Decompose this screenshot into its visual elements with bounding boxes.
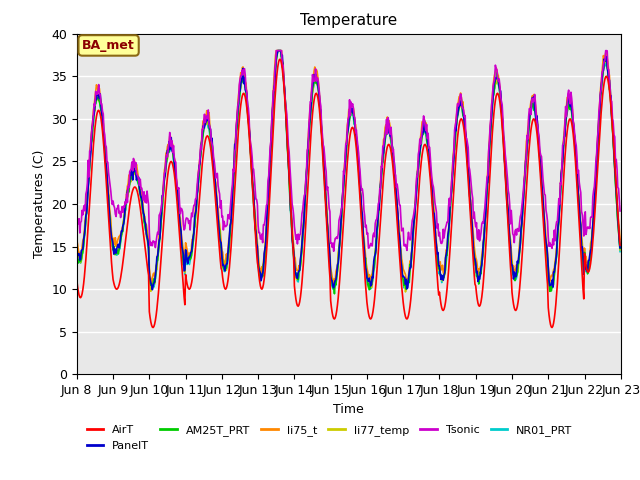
AM25T_PRT	[73, 248, 81, 254]
li75_t	[195, 168, 202, 174]
PanelT	[139, 202, 147, 208]
AM25T_PRT	[223, 265, 230, 271]
Tsonic	[273, 48, 280, 54]
li77_temp	[139, 208, 147, 214]
PanelT	[83, 210, 90, 216]
Line: li75_t: li75_t	[77, 51, 620, 286]
Tsonic	[139, 191, 147, 196]
Tsonic	[73, 217, 81, 223]
li77_temp	[194, 185, 202, 191]
Text: BA_met: BA_met	[83, 39, 135, 52]
li77_temp	[73, 251, 81, 256]
Title: Temperature: Temperature	[300, 13, 397, 28]
PanelT	[416, 148, 424, 154]
li77_temp	[223, 267, 230, 273]
li77_temp	[83, 205, 90, 211]
Line: PanelT: PanelT	[77, 51, 620, 290]
li75_t	[83, 196, 90, 202]
Y-axis label: Temperatures (C): Temperatures (C)	[33, 150, 45, 258]
PanelT	[274, 48, 282, 54]
li75_t	[73, 238, 81, 243]
AM25T_PRT	[194, 181, 202, 187]
li77_temp	[416, 146, 424, 152]
PanelT	[148, 287, 156, 293]
AirT	[139, 223, 147, 229]
NR01_PRT	[223, 266, 230, 272]
AirT	[432, 253, 440, 259]
AirT	[223, 282, 231, 288]
li75_t	[273, 48, 280, 54]
AM25T_PRT	[616, 245, 624, 251]
NR01_PRT	[329, 286, 337, 292]
AirT	[416, 174, 424, 180]
AM25T_PRT	[83, 211, 90, 216]
li75_t	[223, 255, 231, 261]
PanelT	[195, 173, 202, 179]
li75_t	[616, 237, 624, 242]
AM25T_PRT	[139, 207, 147, 213]
PanelT	[432, 236, 440, 241]
NR01_PRT	[73, 251, 81, 257]
AM25T_PRT	[331, 291, 339, 297]
NR01_PRT	[274, 48, 282, 54]
Tsonic	[416, 136, 424, 142]
li75_t	[432, 231, 440, 237]
AM25T_PRT	[274, 48, 282, 54]
Tsonic	[223, 223, 230, 229]
li75_t	[148, 283, 156, 288]
NR01_PRT	[194, 188, 202, 193]
AirT	[149, 324, 157, 330]
li77_temp	[273, 48, 281, 54]
NR01_PRT	[416, 152, 424, 157]
PanelT	[73, 244, 81, 250]
li75_t	[139, 196, 147, 202]
NR01_PRT	[139, 206, 147, 212]
li77_temp	[432, 234, 440, 240]
AirT	[83, 246, 90, 252]
Tsonic	[194, 176, 202, 181]
Tsonic	[83, 188, 90, 194]
li77_temp	[616, 247, 624, 252]
Line: NR01_PRT: NR01_PRT	[77, 51, 620, 289]
Tsonic	[432, 204, 440, 210]
AirT	[73, 277, 81, 283]
AirT	[195, 208, 202, 214]
AM25T_PRT	[432, 236, 440, 242]
li75_t	[416, 140, 424, 146]
NR01_PRT	[83, 206, 90, 212]
Line: AM25T_PRT: AM25T_PRT	[77, 51, 620, 294]
NR01_PRT	[432, 238, 440, 244]
AirT	[276, 56, 284, 62]
Line: AirT: AirT	[77, 59, 620, 327]
Line: li77_temp: li77_temp	[77, 51, 620, 292]
Line: Tsonic: Tsonic	[77, 51, 620, 251]
X-axis label: Time: Time	[333, 403, 364, 416]
li77_temp	[402, 289, 410, 295]
AirT	[616, 242, 624, 248]
Tsonic	[330, 248, 337, 254]
Tsonic	[616, 208, 624, 214]
Legend: AirT, PanelT, AM25T_PRT, li75_t, li77_temp, Tsonic, NR01_PRT: AirT, PanelT, AM25T_PRT, li75_t, li77_te…	[83, 421, 577, 456]
PanelT	[616, 245, 624, 251]
NR01_PRT	[616, 249, 624, 254]
PanelT	[223, 261, 231, 266]
AM25T_PRT	[416, 151, 424, 156]
